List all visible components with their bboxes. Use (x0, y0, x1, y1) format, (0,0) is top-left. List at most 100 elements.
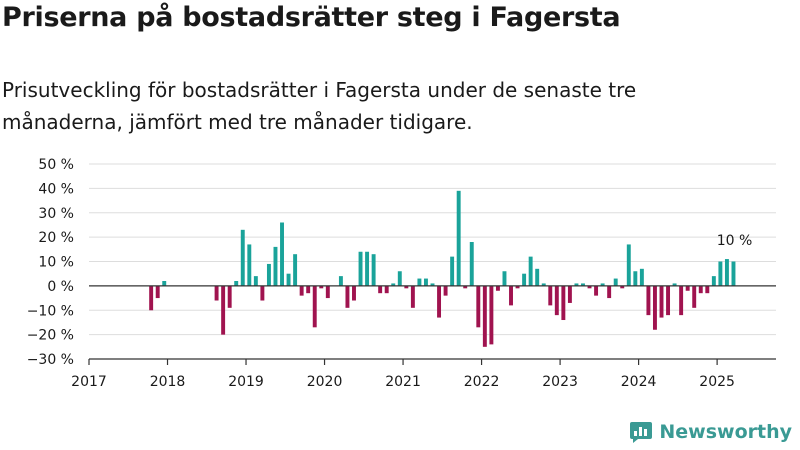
grid-lines (89, 163, 776, 360)
bar (581, 283, 585, 286)
bar (522, 273, 527, 286)
bar (423, 278, 428, 286)
bar (587, 285, 592, 289)
chart-title: Priserna på bostadsrätter steg i Fagerst… (2, 2, 621, 33)
bar (652, 285, 657, 330)
bar (247, 244, 252, 286)
bar (698, 285, 703, 294)
bar (489, 285, 494, 345)
bar (469, 242, 474, 286)
x-axis-ticks: 2017 2018 2019 2020 2021 2022 2023 2024 2025 (71, 358, 776, 390)
bar (338, 276, 343, 286)
y-tick-label: 30 % (38, 206, 74, 222)
bar (443, 285, 448, 296)
bar (705, 285, 710, 294)
bar (502, 271, 507, 286)
brand-name: Newsworthy (659, 421, 792, 443)
bar (548, 285, 553, 306)
bar (312, 285, 317, 328)
bar (482, 285, 487, 347)
bar (456, 190, 461, 286)
bar (417, 278, 422, 286)
bar (476, 285, 481, 328)
y-axis-ticks: 50 % 40 % 30 % 20 % 10 % 0 % −10 % −20 % −30 % (27, 157, 74, 368)
bar (718, 261, 723, 286)
bar (685, 285, 690, 291)
bar (404, 285, 409, 289)
bar (600, 283, 605, 286)
bar (240, 229, 245, 286)
bar (613, 278, 618, 286)
bar (554, 285, 559, 316)
bar (607, 285, 612, 299)
bar (535, 268, 540, 286)
bar (724, 259, 729, 286)
bar (495, 285, 500, 291)
bar (561, 285, 566, 321)
bar (162, 281, 167, 286)
bar (672, 283, 677, 286)
x-tick-label: 2022 (464, 374, 500, 390)
y-tick-label: 50 % (38, 157, 74, 173)
bar (384, 285, 389, 294)
bar (273, 246, 278, 286)
bar (541, 283, 546, 286)
bar (692, 285, 697, 308)
y-tick-label: −20 % (27, 328, 74, 344)
bar (358, 251, 363, 286)
bar (646, 285, 651, 316)
bar (430, 283, 435, 286)
x-tick-label: 2025 (699, 374, 735, 390)
bar (666, 285, 671, 316)
bar (149, 285, 154, 311)
bar (260, 285, 265, 301)
bar (633, 271, 638, 286)
bar (319, 285, 324, 289)
bar (594, 285, 599, 296)
bar (371, 254, 376, 286)
bar (410, 285, 415, 308)
newsworthy-logo: Newsworthy (629, 420, 792, 444)
bar (515, 285, 520, 289)
chart-subtitle: Prisutveckling för bostadsrätter i Fager… (2, 78, 637, 134)
bar (437, 285, 442, 318)
y-tick-label: 20 % (38, 230, 74, 246)
x-tick-label: 2018 (150, 374, 186, 390)
bar (639, 268, 644, 286)
y-tick-label: 40 % (38, 181, 74, 197)
bar (509, 285, 513, 306)
y-tick-label: 0 % (47, 279, 74, 295)
bar (280, 222, 284, 286)
bar (221, 285, 226, 335)
x-tick-label: 2019 (228, 374, 264, 390)
bar (711, 276, 716, 286)
y-tick-label: 10 % (38, 255, 74, 271)
x-tick-label: 2020 (307, 374, 343, 390)
bar (214, 285, 219, 301)
bar (463, 285, 468, 289)
bar (266, 263, 271, 286)
bar (626, 244, 631, 286)
bar (659, 285, 664, 318)
bar (574, 283, 579, 286)
bar (306, 285, 311, 294)
bar (450, 256, 455, 286)
bar (391, 283, 396, 286)
bar (227, 285, 232, 308)
bar (345, 285, 350, 308)
x-tick-label: 2023 (542, 374, 578, 390)
bars (89, 190, 776, 347)
bar (567, 285, 572, 303)
bar (679, 285, 684, 316)
bar (365, 251, 370, 286)
bar (234, 281, 239, 286)
bar (378, 285, 383, 294)
bar-chart: 50 % 40 % 30 % 20 % 10 % 0 % −10 % −20 % −30 % 2… (27, 157, 776, 390)
bar (352, 285, 356, 301)
bar (293, 254, 298, 286)
y-tick-label: −30 % (27, 352, 74, 368)
bar (528, 256, 533, 286)
bar (299, 285, 304, 296)
bar (286, 273, 291, 286)
x-tick-label: 2024 (621, 374, 657, 390)
